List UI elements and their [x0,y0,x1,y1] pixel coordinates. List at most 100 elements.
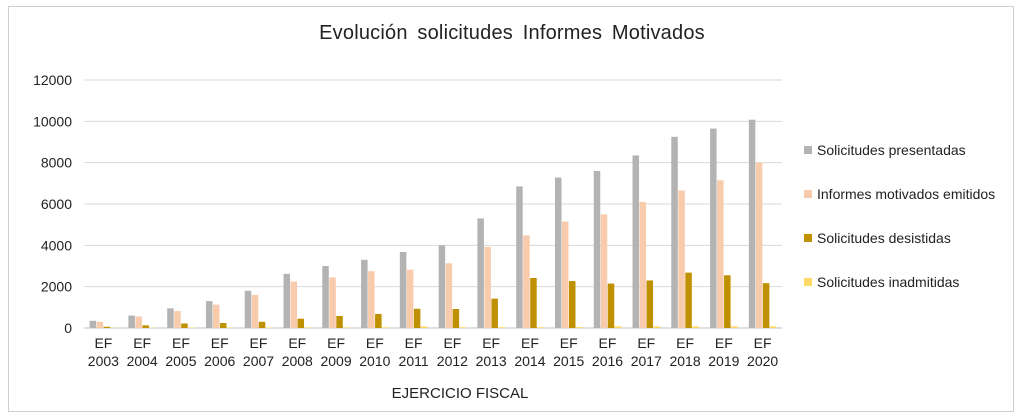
bar [382,327,389,328]
bar [646,280,654,328]
bar [653,326,661,328]
bar [614,326,622,328]
bar [244,290,252,328]
bar [769,326,777,328]
bar [135,316,142,328]
bar [554,177,562,328]
x-tick-label: EF 2010 [359,335,390,369]
bar [290,281,298,328]
y-tick-label: 6000 [41,196,72,212]
bar [167,308,174,328]
y-tick-label: 8000 [41,155,72,171]
bar [748,119,756,329]
x-tick-label: EF 2020 [747,335,778,369]
bar [710,128,717,328]
bar [600,214,608,328]
chart-title: Evolución solicitudes Informes Motivados [319,22,705,44]
legend-label: Solicitudes desistidas [817,230,951,246]
bar [717,180,724,328]
bar [361,259,368,328]
x-tick-label: EF 2008 [282,335,313,369]
x-tick-label: EF 2007 [243,335,274,369]
bar [491,298,498,328]
bar [438,245,446,328]
chart-frame [8,6,1014,412]
chart-legend: Solicitudes presentadas Informes motivado… [804,140,995,316]
bar [452,308,460,328]
bar [406,269,414,328]
bar [329,277,336,328]
bar [181,323,188,328]
x-tick-label: EF 2012 [437,335,468,369]
x-tick-label: EF 2018 [669,335,700,369]
bar [459,327,467,328]
bar [678,190,685,328]
legend-swatch [804,278,812,286]
bar [103,326,111,328]
bar [336,316,343,328]
legend-entry: Solicitudes inadmitidas [804,272,995,292]
bar [96,321,104,328]
x-tick-label: EF 2004 [127,335,158,369]
y-tick-label: 0 [64,320,72,336]
bar [258,321,266,328]
bar [484,246,491,328]
bar [205,301,213,328]
x-tick-label: EF 2019 [708,335,739,369]
x-tick-label: EF 2009 [320,335,351,369]
bar [413,308,421,328]
bar [731,326,738,328]
bar [639,201,647,328]
bar [219,323,227,328]
bar [420,326,428,328]
bar [632,155,640,328]
bar [297,318,305,328]
bar [343,327,350,328]
x-tick-label: EF 2016 [592,335,623,369]
bar [265,327,273,328]
bar [561,221,569,328]
legend-label: Solicitudes presentadas [817,142,966,158]
bar [322,266,329,328]
x-tick-label: EF 2013 [476,335,507,369]
bar [724,275,731,328]
y-tick-label: 10000 [33,113,72,129]
x-tick-label: EF 2003 [88,335,119,369]
x-tick-label: EF 2011 [399,335,429,369]
x-tick-label: EF 2015 [553,335,584,369]
bar [251,294,259,328]
bar [762,283,770,328]
bar [575,327,583,328]
x-tick-label: EF 2014 [514,335,545,369]
x-tick-label: EF 2005 [165,335,196,369]
legend-swatch [804,146,812,154]
bar [399,251,407,328]
legend-entry: Solicitudes presentadas [804,140,995,160]
y-tick-label: 4000 [41,237,72,253]
bar [523,235,530,328]
bar [755,162,763,328]
bar [537,327,544,328]
legend-entry: Solicitudes desistidas [804,228,995,248]
bar [174,311,181,328]
legend-label: Solicitudes inadmitidas [817,274,960,290]
bar [530,277,537,328]
bar [516,186,523,328]
x-tick-label: EF 2006 [204,335,235,369]
bar [142,325,149,328]
bar [593,170,601,328]
bar [89,320,97,328]
legend-swatch [804,234,812,242]
bar [685,272,692,328]
bar [368,271,375,328]
bar [607,283,615,328]
legend-entry: Informes motivados emitidos [804,184,995,204]
bar [375,313,382,328]
x-axis-label: EJERCICIO FISCAL [391,385,529,402]
bar [568,281,576,328]
legend-label: Informes motivados emitidos [817,186,996,202]
bar [283,273,291,328]
bar [692,326,699,328]
bar [212,304,220,328]
